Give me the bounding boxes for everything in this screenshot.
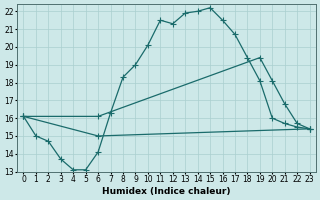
X-axis label: Humidex (Indice chaleur): Humidex (Indice chaleur) — [102, 187, 231, 196]
